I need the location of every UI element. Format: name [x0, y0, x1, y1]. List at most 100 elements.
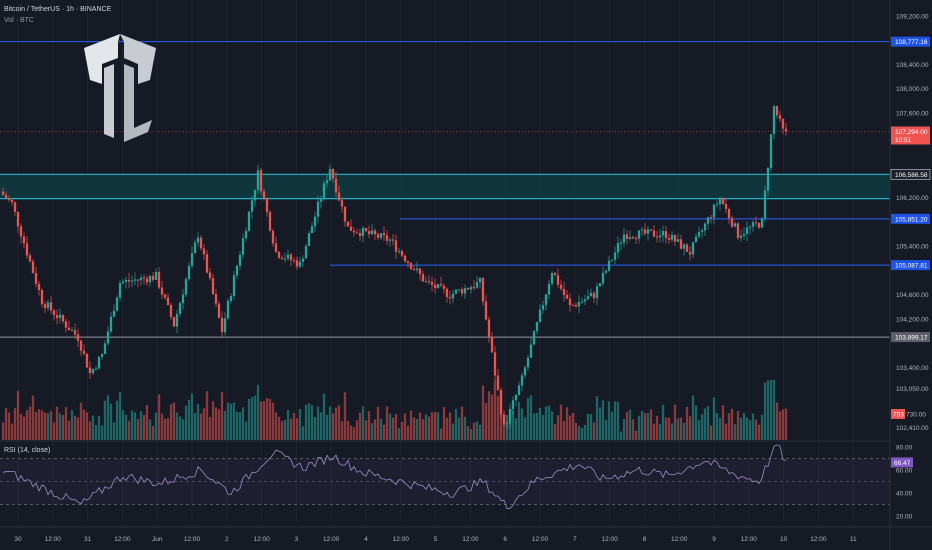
rsi-legend[interactable]: RSI (14, close) [4, 447, 51, 454]
candle-body [13, 202, 17, 212]
volume-bar [655, 415, 659, 440]
candle-body [271, 230, 275, 244]
price-axis[interactable]: 109,200.00 108,400.00 108,000.00 107,600.00… [896, 14, 929, 432]
logo [84, 34, 156, 142]
candle-body [220, 317, 224, 333]
volume-bar [754, 419, 758, 440]
candle-body [514, 394, 518, 401]
volume-bar [43, 412, 47, 440]
volume-bar [664, 417, 668, 440]
volume-bar [295, 418, 299, 440]
price-flag [890, 169, 931, 180]
volume-bar [424, 414, 428, 440]
volume-bar [574, 422, 578, 440]
candle-body [19, 226, 23, 237]
candle-body [163, 294, 167, 298]
candle-body [226, 300, 230, 319]
candle-body [652, 230, 656, 237]
time-tick-label: 12:00 [184, 536, 201, 543]
candles[interactable] [1, 104, 788, 430]
volume-bar [445, 417, 449, 440]
time-tick-label: 12:00 [323, 536, 340, 543]
candle-body [598, 283, 602, 287]
volume-bar [109, 403, 113, 440]
candle-body [46, 302, 50, 309]
volume-bar [703, 408, 707, 440]
volume-bar [277, 416, 281, 440]
candle-body [346, 221, 350, 227]
volume-bar [4, 407, 8, 440]
price-tick-label: 104,200.00 [896, 316, 929, 323]
volume-bar [82, 409, 86, 440]
candle-body [574, 305, 578, 307]
candle-body [478, 277, 482, 283]
volume-bar [448, 412, 452, 440]
candle-body [43, 304, 47, 309]
candle-body [676, 239, 680, 242]
candle-body [700, 230, 704, 232]
candle-body [133, 279, 137, 281]
volume-bar [139, 411, 143, 440]
candle-body [727, 208, 731, 219]
symbol-title[interactable]: Bitcoin / TetherUS · 1h · BINANCE [4, 6, 112, 13]
volume-bar [127, 420, 131, 440]
candle-body [373, 230, 377, 235]
volume-bar [784, 408, 788, 440]
rsi-band [0, 458, 890, 505]
candle-body [10, 199, 14, 203]
candle-body [775, 106, 779, 116]
volume-bar [274, 412, 278, 440]
volume-bar [556, 415, 560, 440]
candle-body [784, 128, 788, 132]
volume-bar [205, 391, 209, 440]
candle-body [544, 294, 548, 306]
time-tick-label: 11 [850, 536, 857, 543]
volume-bar [145, 404, 149, 440]
volume-legend: Vol · BTC [4, 17, 34, 24]
volume-bar [484, 403, 488, 440]
volume-bar [349, 425, 353, 440]
volume-bar [610, 411, 614, 440]
candle-body [592, 292, 596, 299]
candle-body [448, 297, 452, 299]
volume-bar [238, 412, 242, 440]
candle-body [160, 287, 164, 295]
candle-body [568, 298, 572, 306]
candle-body [415, 268, 419, 271]
candle-body [565, 294, 569, 299]
candle-body [340, 200, 344, 207]
time-axis[interactable]: 30 12:00 31 12:00 Jun 12:00 2 12:00 3 12:00 4 12:00… [14, 536, 857, 543]
price-tick-label: 105,400.00 [896, 244, 929, 251]
candle-body [613, 252, 617, 260]
volume-bar [97, 416, 101, 440]
candle-body [724, 203, 728, 209]
candle-body [256, 170, 260, 190]
volume-bar [256, 384, 260, 440]
volume-bar [781, 409, 785, 440]
volume-bar [334, 407, 338, 440]
volume-bar [628, 409, 632, 440]
volume-bar [49, 411, 53, 440]
time-tick-label: 3 [295, 536, 299, 543]
volume-bar [751, 413, 755, 440]
candle-body [481, 277, 485, 302]
candle-body [328, 168, 332, 181]
candle-body [349, 226, 353, 231]
candle-body [559, 284, 563, 289]
volume-bar [64, 407, 68, 440]
volume-bar [307, 403, 311, 440]
candle-body [184, 279, 188, 295]
volume-bar [223, 411, 227, 440]
candle-body [130, 280, 134, 282]
volume-bar [493, 380, 497, 440]
volume-bar [214, 407, 218, 440]
candle-body [697, 231, 701, 237]
volume-bar [40, 410, 44, 440]
candle-body [319, 198, 323, 202]
candle-body [223, 318, 227, 333]
candle-body [49, 302, 53, 311]
candle-body [169, 304, 173, 318]
candle-body [301, 258, 305, 262]
candle-body [562, 288, 566, 295]
